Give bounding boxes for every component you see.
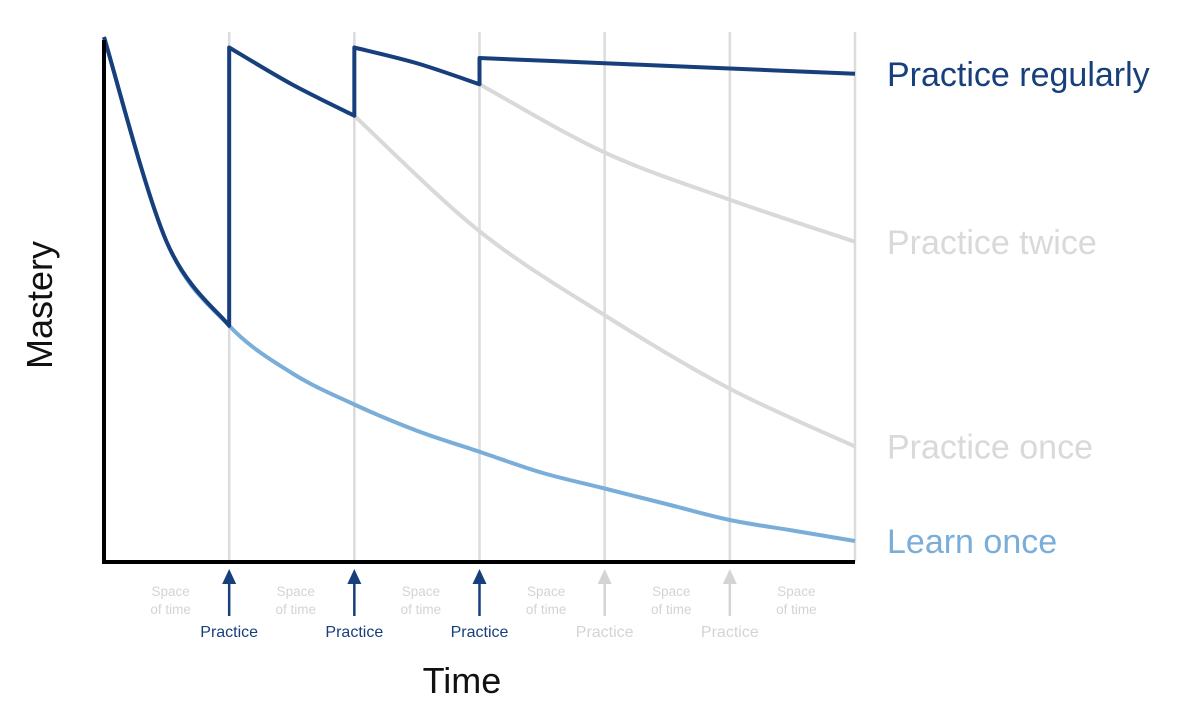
practice-arrowhead [347, 569, 362, 584]
space-of-time-label: Space of time [275, 584, 316, 617]
series-label: Practice once [887, 429, 1093, 467]
practice-arrowhead [222, 569, 237, 584]
series-lines [102, 36, 856, 543]
practice-label: Practice [200, 624, 258, 641]
space-of-time-label: Space of time [401, 584, 442, 617]
space-of-time-label: Space of time [526, 584, 567, 617]
grid-lines [227, 32, 857, 562]
series-label: Practice regularly [887, 56, 1150, 94]
practice-label: Practice [325, 624, 383, 641]
space-of-time-label: Space of time [776, 584, 817, 617]
practice-label: Practice [451, 624, 509, 641]
y-axis-title: Mastery [19, 241, 60, 369]
practice-arrowhead [472, 569, 487, 584]
x-annotations: Space of time Space of time Space of time Spac… [150, 569, 817, 641]
series-label: Practice twice [887, 224, 1097, 262]
series-line-practice-regularly [102, 36, 856, 328]
space-of-time-label: Space of time [150, 584, 191, 617]
practice-arrowhead [597, 569, 612, 584]
series-line-practice-twice [478, 82, 856, 244]
practice-label: Practice [701, 624, 759, 641]
legend-labels: Learn once Practice once Practice twice Pra… [887, 56, 1150, 561]
series-label: Learn once [887, 523, 1057, 561]
practice-arrowhead [722, 569, 737, 584]
x-axis-title: Time [423, 660, 502, 701]
axes [102, 40, 855, 564]
series-line-practice-once [352, 114, 856, 449]
space-of-time-label: Space of time [651, 584, 692, 617]
practice-label: Practice [576, 624, 634, 641]
